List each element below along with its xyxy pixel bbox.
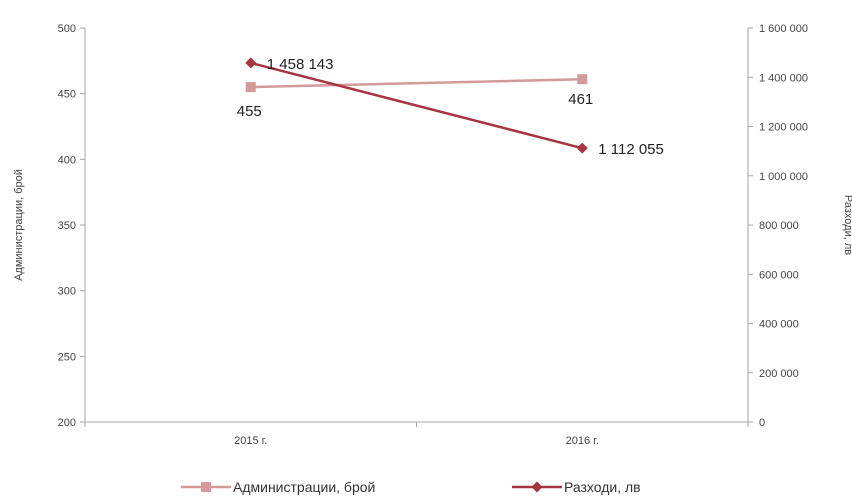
left-y-tick-label: 300 (58, 286, 76, 298)
left-y-tick-label: 400 (58, 154, 76, 166)
left-y-tick-label: 500 (58, 23, 76, 35)
right-y-tick-label: 200 000 (759, 368, 799, 380)
legend-marker-1 (531, 481, 543, 493)
series-1-data-label: 1 458 143 (267, 56, 334, 73)
series-line-0 (250, 77, 583, 89)
x-tick-label: 2016 г. (566, 435, 599, 447)
right-y-tick-label: 1 600 000 (759, 23, 808, 35)
series-1-marker (576, 142, 588, 154)
right-y-axis-title: Разходи, лв (842, 195, 852, 255)
right-y-tick-label: 800 000 (759, 220, 799, 232)
left-y-axis-title: Администрации, брой (13, 169, 25, 281)
legend-label-1: Разходи, лв (564, 479, 641, 495)
series-line-1 (250, 61, 583, 150)
right-y-tick-label: 600 000 (759, 269, 799, 281)
series-0-marker (245, 82, 256, 93)
left-y-tick-label: 350 (58, 220, 76, 232)
legend-label-0: Администрации, брой (233, 479, 375, 495)
right-y-tick-label: 1 000 000 (759, 171, 808, 183)
left-y-tick-label: 250 (58, 351, 76, 363)
series-0-data-label: 461 (568, 91, 593, 108)
right-y-tick-label: 400 000 (759, 319, 799, 331)
left-y-tick-label: 200 (58, 417, 76, 429)
right-y-tick-label: 1 200 000 (759, 122, 808, 134)
series-0-marker (577, 74, 588, 85)
series-0-data-label: 455 (237, 103, 262, 120)
legend-marker-0 (201, 482, 211, 492)
right-y-tick-label: 0 (759, 417, 765, 429)
series-1-data-label: 1 112 055 (598, 141, 664, 158)
right-y-tick-label: 1 400 000 (759, 72, 808, 84)
left-y-tick-label: 450 (58, 89, 76, 101)
series-1-marker (245, 57, 257, 69)
x-tick-label: 2015 г. (234, 435, 267, 447)
